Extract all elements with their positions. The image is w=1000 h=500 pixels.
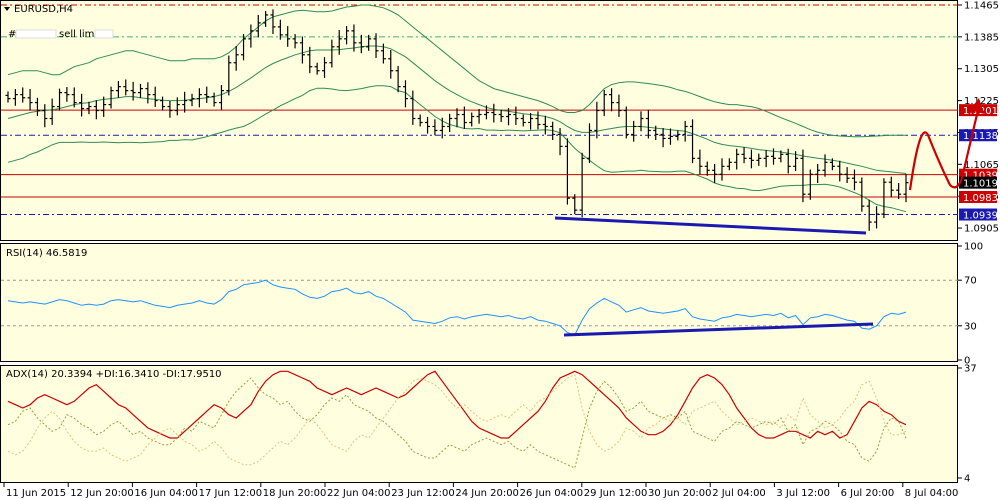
- time-tick-label: 29 Jun 12:00: [584, 488, 648, 499]
- adx-line: [7, 370, 907, 439]
- forecast-arrow-head: [970, 98, 984, 114]
- forecast-arrow[interactable]: [908, 109, 980, 191]
- price-tag-label: 1.0939: [963, 211, 998, 222]
- price-tick-label: 1.1065: [964, 160, 999, 171]
- time-tick-label: 16 Jun 04:00: [134, 488, 198, 499]
- adx-title: ADX(14) 20.3394 +DI:16.3410 -DI:17.9510: [6, 369, 222, 380]
- time-tick-label: 2 Jul 04:00: [712, 488, 766, 499]
- rsi-panel-border: [0, 243, 958, 362]
- order-hash: #: [8, 29, 16, 40]
- price-tag: [959, 208, 997, 221]
- price-candles: [5, 9, 909, 231]
- price-tick-label: 1.1305: [964, 64, 999, 75]
- time-tick-label: 22 Jun 04:00: [327, 488, 391, 499]
- adx-series: [7, 370, 907, 469]
- rsi-panel: [0, 243, 958, 362]
- price-tick-label: 1.1385: [964, 32, 999, 43]
- time-tick-label: 6 Jul 20:00: [841, 488, 895, 499]
- time-tick-label: 3 Jul 12:00: [776, 488, 830, 499]
- order-type-label: sell limit: [59, 29, 101, 40]
- symbol-label: EURUSD,H4: [14, 4, 73, 15]
- di-minus-line: [7, 373, 907, 466]
- order-price-redacted: [94, 29, 114, 39]
- price-tag: [959, 129, 997, 142]
- price-tick-label: 1.1465: [964, 0, 999, 11]
- price-tag-label: 1.0983: [963, 193, 998, 204]
- price-tick-label: 1.0905: [964, 224, 999, 235]
- time-scale-area: [0, 483, 1000, 500]
- upper-band-line: [7, 4, 906, 138]
- time-tick-label: 17 Jun 12:00: [199, 488, 263, 499]
- adx-panel-border: [0, 365, 958, 483]
- adx-y-axis: 37 4: [958, 364, 977, 485]
- adx-panel: [0, 365, 958, 483]
- price-trendline[interactable]: [554, 216, 867, 235]
- price-tag: [959, 190, 997, 203]
- adx-tick-label: 4: [964, 474, 970, 485]
- time-axis: 11 Jun 2015 12 Jun 20:00 16 Jun 04:00 17 Ju…: [3, 483, 959, 499]
- price-tick-label: 1.1225: [964, 96, 999, 107]
- time-tick-label: 18 Jun 20:00: [263, 488, 327, 499]
- price-panel-border: [0, 0, 958, 241]
- middle-band-line: [7, 45, 907, 174]
- time-tick-label: 8 Jul 04:00: [905, 488, 959, 499]
- price-tag: [959, 176, 997, 189]
- time-tick-label: 30 Jun 20:00: [648, 488, 712, 499]
- rsi-tick-label: 100: [964, 242, 983, 253]
- time-tick-label: 11 Jun 2015: [6, 488, 66, 499]
- rsi-line: [7, 279, 907, 336]
- rsi-series: [7, 279, 907, 336]
- rsi-tick-label: 30: [964, 321, 977, 332]
- price-scale-area: [958, 0, 1000, 500]
- rsi-y-axis: 100 70 30 0: [958, 242, 983, 367]
- rsi-trendline[interactable]: [563, 322, 874, 337]
- chart-header: EURUSD,H4 # sell limit: [4, 4, 114, 40]
- price-tag-label: 1.1138: [963, 131, 998, 142]
- adx-tick-label: 37: [964, 364, 977, 375]
- price-tag-label: 1.1039: [963, 171, 998, 182]
- price-tag-label: 1.1019: [963, 179, 998, 190]
- time-tick-label: 23 Jun 12:00: [391, 488, 455, 499]
- order-id-redacted: [15, 29, 57, 39]
- time-tick-label: 12 Jun 20:00: [70, 488, 134, 499]
- rsi-tick-label: 0: [964, 356, 970, 367]
- rsi-title: RSI(14) 46.5819: [6, 248, 87, 259]
- rsi-tick-label: 70: [964, 276, 977, 287]
- time-tick-label: 24 Jun 20:00: [455, 488, 519, 499]
- time-tick-label: 26 Jun 04:00: [520, 488, 584, 499]
- dropdown-triangle-icon[interactable]: [4, 7, 10, 11]
